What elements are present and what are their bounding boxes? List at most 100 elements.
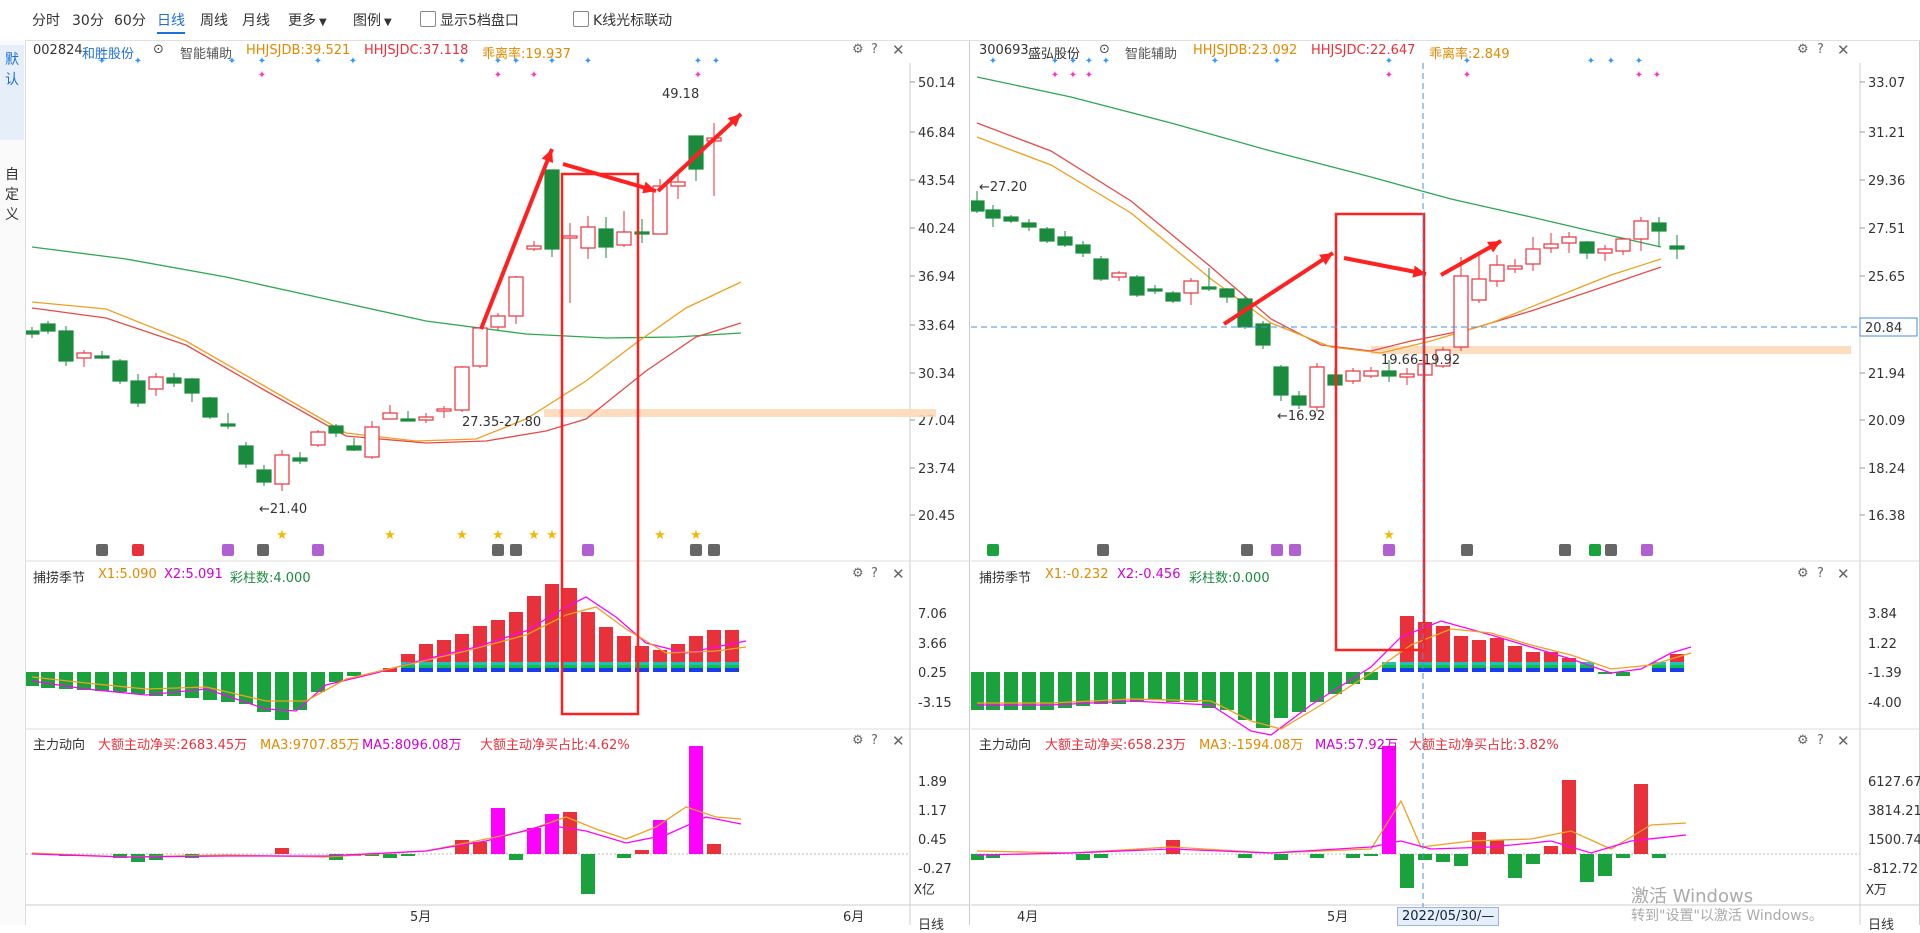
- osc-stripe: [1490, 665, 1504, 668]
- flow-bar: [1094, 854, 1108, 858]
- osc-bar-red: [1400, 616, 1414, 672]
- help-icon[interactable]: ?: [871, 733, 878, 748]
- checkbox-icon: [573, 11, 589, 27]
- left-chart-canvas[interactable]: 50.14 46.84 43.54 40.24 36.94 33.64 30.34 27.04…: [26, 41, 970, 925]
- flow-bar: [653, 820, 667, 854]
- help-icon[interactable]: ?: [1817, 42, 1824, 57]
- assist-label[interactable]: 智能辅助: [1125, 47, 1178, 62]
- flow-bar: [1454, 854, 1468, 866]
- osc-bar-green: [239, 672, 253, 704]
- osc-stripe: [1472, 668, 1486, 672]
- side-tab-default[interactable]: 默认: [0, 45, 24, 140]
- dropdown-circle-icon[interactable]: ⊙: [1099, 42, 1110, 57]
- tab-weekly[interactable]: 周线: [200, 13, 228, 29]
- flow-bar: [275, 848, 289, 854]
- osc-stripe: [689, 668, 703, 672]
- settings-icon[interactable]: ⚙: [1797, 733, 1809, 748]
- flow-tick-label: 1500.74: [1868, 833, 1920, 848]
- flow-bar: [455, 840, 469, 854]
- osc-stripe: [725, 662, 739, 665]
- candle-up: [1345, 370, 1361, 382]
- flow-bar: [131, 854, 145, 862]
- settings-icon[interactable]: ⚙: [1797, 566, 1809, 581]
- show5-label: 显示5档盘口: [440, 13, 519, 29]
- close-icon[interactable]: ✕: [892, 41, 905, 59]
- settings-icon[interactable]: ⚙: [1797, 42, 1809, 57]
- star-icon: ★: [690, 528, 702, 543]
- candle-up: [1543, 243, 1559, 249]
- help-icon[interactable]: ?: [871, 566, 878, 581]
- osc-stripe: [1454, 665, 1468, 668]
- osc-bar-green: [1598, 672, 1612, 674]
- osc-stripe: [1652, 665, 1666, 668]
- x-axis-label: 5月: [410, 910, 431, 925]
- osc-bar-green: [293, 672, 307, 710]
- right-chart-canvas[interactable]: 33.0731.2129.3627.5125.6523.8021.9420.09…: [971, 41, 1920, 925]
- close-icon[interactable]: ✕: [1837, 732, 1850, 750]
- osc-bar-green: [167, 672, 181, 696]
- help-icon[interactable]: ?: [1817, 566, 1824, 581]
- tab-30min[interactable]: 30分: [72, 13, 104, 29]
- side-tab-custom[interactable]: 自定义: [0, 160, 24, 275]
- legend-dropdown[interactable]: 图例 ▼: [353, 10, 392, 30]
- assist-label[interactable]: 智能辅助: [180, 47, 233, 62]
- tab-monthly[interactable]: 月线: [242, 13, 270, 29]
- price-tick-label: 25.65: [1868, 270, 1905, 285]
- help-icon[interactable]: ?: [871, 42, 878, 57]
- signal-marker: ✦: [494, 70, 502, 81]
- osc-stripe: [581, 662, 595, 665]
- flow-title: 主力动向: [979, 738, 1032, 753]
- flow-ma5: MA5:8096.08万: [362, 738, 462, 753]
- tab-intraday[interactable]: 分时: [32, 13, 60, 29]
- candle-up: [1399, 373, 1415, 378]
- osc-x1: X1:5.090: [98, 567, 157, 582]
- help-icon[interactable]: ?: [1817, 733, 1824, 748]
- x-axis-label: 6月: [843, 910, 864, 925]
- flow-unit: X万: [1866, 883, 1887, 898]
- support-zone: [544, 409, 936, 417]
- stock-name[interactable]: 盛弘股份: [1028, 47, 1081, 62]
- tab-daily[interactable]: 日线: [157, 10, 185, 34]
- more-dropdown[interactable]: 更多 ▼: [288, 10, 327, 30]
- dropdown-circle-icon[interactable]: ⊙: [153, 42, 164, 57]
- osc-stripe: [545, 662, 559, 665]
- close-icon[interactable]: ✕: [892, 565, 905, 583]
- signal-marker: ✦: [584, 56, 592, 67]
- close-icon[interactable]: ✕: [892, 732, 905, 750]
- osc-stripe: [581, 665, 595, 668]
- osc-stripe: [617, 668, 631, 672]
- candle-up: [148, 376, 164, 390]
- osc-stripe: [1670, 665, 1684, 668]
- osc-stripe: [1418, 668, 1432, 672]
- x-axis-label: 5月: [1327, 910, 1348, 925]
- osc-stripe: [1580, 665, 1594, 668]
- osc-stripe: [1670, 668, 1684, 672]
- osc-stripe: [689, 665, 703, 668]
- settings-icon[interactable]: ⚙: [852, 42, 864, 57]
- osc-stripe: [725, 668, 739, 672]
- close-icon[interactable]: ✕: [1837, 41, 1850, 59]
- osc-stripe: [563, 668, 577, 672]
- candle-up: [652, 185, 668, 235]
- candle-up: [1597, 248, 1613, 254]
- osc-bar-green: [347, 672, 361, 676]
- osc-bar-green: [113, 672, 127, 692]
- show5-checkbox[interactable]: 显示5档盘口: [420, 10, 519, 30]
- tab-60min[interactable]: 60分: [114, 13, 146, 29]
- settings-icon[interactable]: ⚙: [852, 566, 864, 581]
- candle-down: [971, 200, 985, 212]
- ma-line-red: [976, 122, 1662, 352]
- settings-icon[interactable]: ⚙: [852, 733, 864, 748]
- signal-marker: ✦: [1211, 56, 1219, 67]
- side-tab-char: 自: [5, 167, 19, 183]
- zone-range-label: 19.66-19.92: [1381, 353, 1460, 368]
- cursor-link-checkbox[interactable]: K线光标联动: [573, 10, 672, 30]
- osc-stripe: [725, 665, 739, 668]
- price-tick-label: 27.04: [918, 414, 955, 429]
- signal-marker: ✦: [530, 70, 538, 81]
- candle-down: [1147, 288, 1163, 292]
- stock-name[interactable]: 和胜股份: [82, 47, 135, 62]
- close-icon[interactable]: ✕: [1837, 565, 1850, 583]
- osc-stripe: [563, 662, 577, 665]
- signal-marker: ✦: [458, 56, 466, 67]
